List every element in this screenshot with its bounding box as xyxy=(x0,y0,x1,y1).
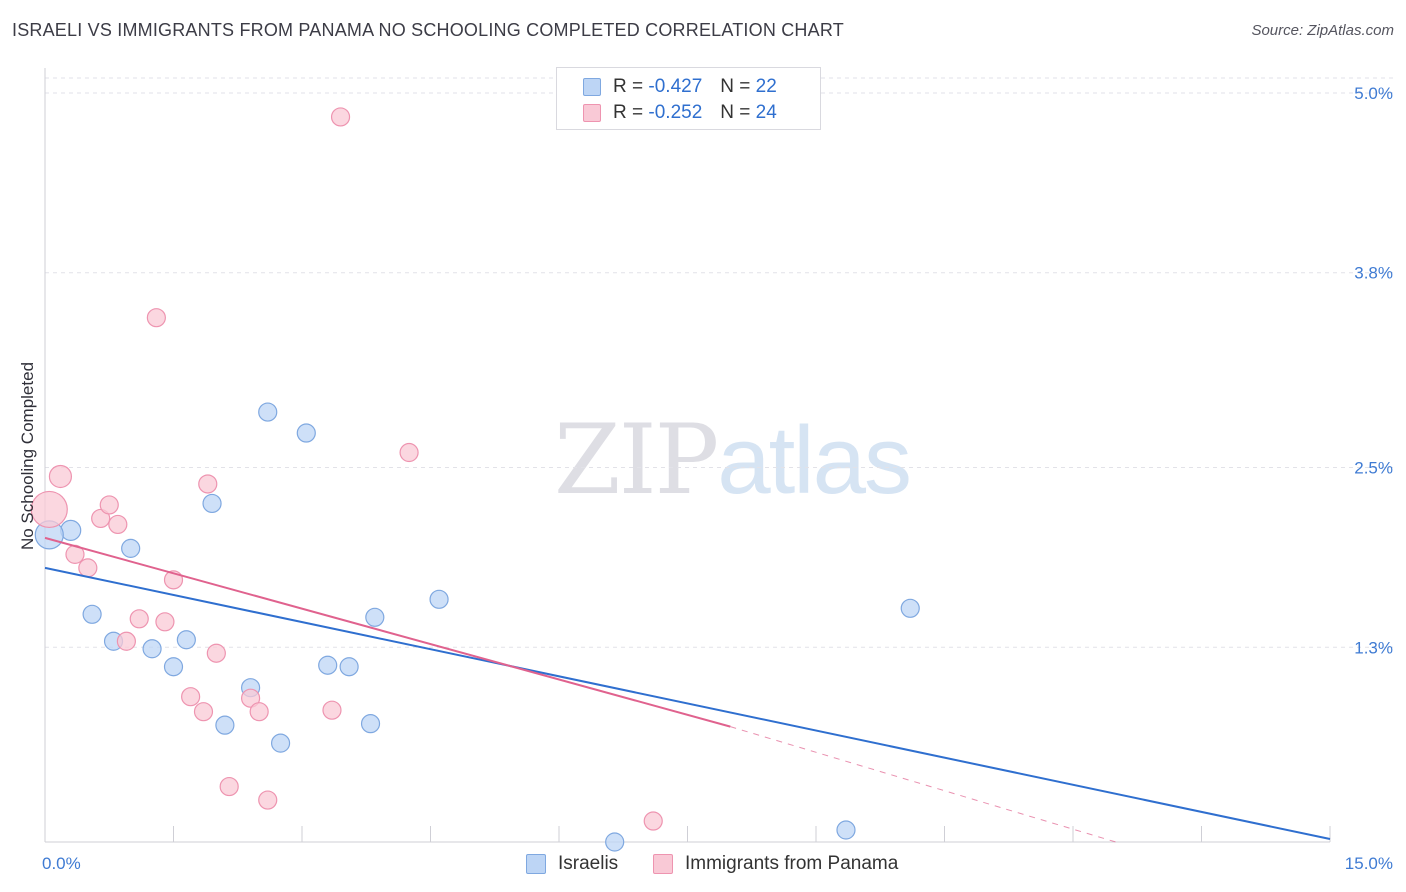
panama-point xyxy=(330,107,351,127)
panama-point xyxy=(181,687,201,707)
panama-point xyxy=(399,442,419,463)
israelis-point xyxy=(836,820,856,840)
panama-point xyxy=(206,643,226,663)
israelis-point xyxy=(60,519,82,542)
panama-point xyxy=(30,490,68,529)
panama-point xyxy=(146,308,166,328)
panama-point xyxy=(643,811,663,831)
israelis-point xyxy=(176,630,196,650)
panama-point xyxy=(155,612,175,632)
chart-title: ISRAELI VS IMMIGRANTS FROM PANAMA NO SCH… xyxy=(12,20,844,40)
y-axis-label: No Schooling Completed xyxy=(18,361,37,551)
panama-point xyxy=(48,464,73,489)
israelis-point xyxy=(258,402,278,422)
israelis-point xyxy=(296,423,316,443)
bottom-legend-israelis: Israelis xyxy=(526,852,618,876)
legend-r-value: -0.427 xyxy=(648,76,703,97)
israelis-point xyxy=(202,493,222,514)
bottom-legend-label-panama: Immigrants from Panama xyxy=(685,853,899,874)
israelis-point xyxy=(82,604,102,624)
correlation-legend: R = -0.427 N = 22 R = -0.252 N = 24 xyxy=(556,67,821,130)
israelis-point xyxy=(365,607,385,627)
y-tick-label: 2.5% xyxy=(1354,458,1393,477)
watermark-atlas: atlas xyxy=(717,407,912,514)
y-tick-label: 3.8% xyxy=(1354,264,1393,283)
panama-point xyxy=(241,688,261,708)
bottom-legend-swatch-panama xyxy=(653,854,673,874)
legend-row-panama: R = -0.252 N = 24 xyxy=(583,102,777,124)
panama-point xyxy=(249,702,269,722)
panama-trend-extension xyxy=(730,726,1116,843)
watermark: ZIPatlas xyxy=(554,404,912,516)
israelis-point xyxy=(215,715,235,735)
legend-r-label: R = xyxy=(613,76,644,97)
legend-n-value: 24 xyxy=(755,102,777,123)
legend-n-value: 22 xyxy=(755,76,777,97)
panama-trend-line xyxy=(44,536,731,728)
legend-swatch-panama xyxy=(583,104,601,122)
legend-n-label: N = xyxy=(720,76,751,97)
panama-point xyxy=(198,474,218,494)
watermark-zip: ZIP xyxy=(554,404,719,516)
israelis-point xyxy=(142,639,162,659)
panama-point xyxy=(258,790,278,810)
source-label: Source: ZipAtlas.com xyxy=(1251,22,1394,39)
israelis-point xyxy=(605,832,625,852)
bottom-legend-panama: Immigrants from Panama xyxy=(653,852,898,876)
israelis-point xyxy=(900,598,920,618)
bottom-legend-swatch-israelis xyxy=(526,854,546,874)
legend-row-israelis: R = -0.427 N = 22 xyxy=(583,76,777,98)
israelis-point xyxy=(270,733,291,753)
panama-point xyxy=(322,700,342,720)
panama-point xyxy=(99,495,119,515)
panama-point xyxy=(91,508,111,529)
israelis-point xyxy=(163,657,184,677)
legend-r-label: R = xyxy=(613,102,644,123)
panama-point xyxy=(116,631,136,651)
legend-swatch-israelis xyxy=(583,78,601,96)
y-tick-label: 1.3% xyxy=(1354,638,1393,657)
israelis-point xyxy=(121,538,141,558)
legend-n-label: N = xyxy=(720,102,751,123)
legend-r-value: -0.252 xyxy=(648,102,703,123)
bottom-legend-label-israelis: Israelis xyxy=(558,853,619,874)
israelis-trend-line xyxy=(44,566,1331,840)
panama-point xyxy=(219,776,239,797)
israelis-point xyxy=(360,714,381,734)
israelis-point xyxy=(318,655,338,675)
x-tick-label: 0.0% xyxy=(42,854,81,873)
panama-point xyxy=(193,702,214,722)
panama-point xyxy=(78,558,98,578)
israelis-point xyxy=(429,589,449,609)
panama-point xyxy=(108,514,128,535)
panama-point xyxy=(129,609,149,629)
x-tick-label: 15.0% xyxy=(1345,854,1393,873)
y-tick-label: 5.0% xyxy=(1354,84,1393,103)
israelis-point xyxy=(339,657,359,677)
